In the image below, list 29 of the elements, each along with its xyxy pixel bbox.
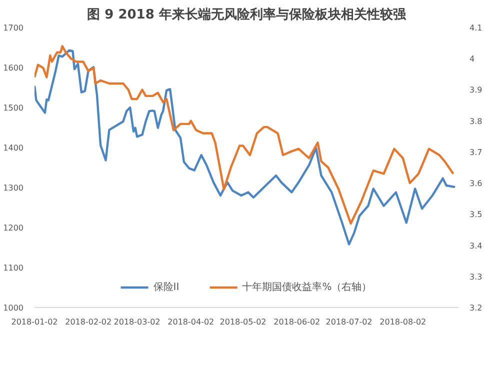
y-tick-label: 1100 bbox=[3, 264, 24, 272]
y-tick-label: 1700 bbox=[3, 24, 24, 32]
y2-tick-label: 3.2 bbox=[470, 304, 482, 312]
x-tick-label: 2018-01-02 bbox=[11, 318, 58, 326]
x-tick-label: 2018-06-02 bbox=[274, 318, 320, 326]
y2-tick-label: 3.6 bbox=[470, 179, 482, 188]
y-tick-label: 1200 bbox=[3, 224, 24, 232]
y2-tick-label: 3.4 bbox=[470, 241, 482, 250]
x-tick-label: 2018-04-02 bbox=[168, 318, 214, 326]
y-tick-label: 1500 bbox=[3, 104, 24, 112]
chart-title: 图 9 2018 年来长端无风险利率与保险板块相关性较强 bbox=[87, 6, 407, 22]
legend-label: 保险II bbox=[153, 281, 180, 294]
y2-tick-label: 4.1 bbox=[470, 24, 482, 32]
y2-tick-label: 4 bbox=[470, 54, 475, 64]
y-tick-label: 1000 bbox=[3, 304, 24, 312]
y2-tick-label: 3.5 bbox=[470, 210, 482, 220]
y2-tick-label: 3.7 bbox=[470, 148, 482, 157]
x-tick-label: 2018-08-02 bbox=[380, 318, 426, 326]
legend-label: 十年期国债收益率%（右轴） bbox=[242, 280, 372, 294]
y2-tick-label: 3.3 bbox=[470, 272, 482, 282]
y-tick-label: 1300 bbox=[3, 184, 24, 192]
x-tick-label: 2018-05-02 bbox=[220, 318, 266, 326]
y2-tick-label: 3.8 bbox=[470, 116, 482, 126]
x-tick-label: 2018-03-02 bbox=[114, 318, 160, 326]
y-tick-label: 1600 bbox=[3, 64, 24, 72]
y-tick-label: 1400 bbox=[3, 144, 24, 152]
x-tick-label: 2018-07-02 bbox=[326, 318, 372, 326]
y2-tick-label: 3.9 bbox=[470, 86, 482, 95]
x-tick-label: 2018-02-02 bbox=[65, 318, 112, 326]
